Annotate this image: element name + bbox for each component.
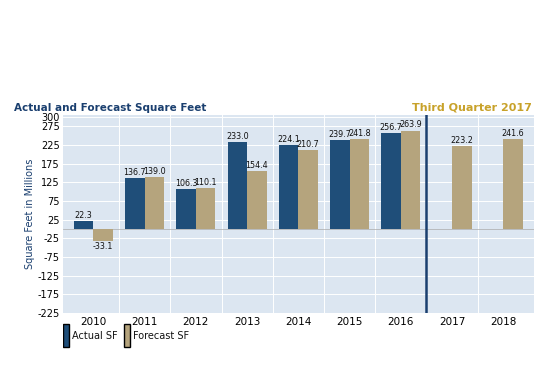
Text: 239.7: 239.7 [329,130,352,138]
Bar [125,178,144,229]
Text: 136.7: 136.7 [124,168,146,177]
Bar [382,133,401,229]
Text: U.S. Markets, Annual Net Absorption: U.S. Markets, Annual Net Absorption [14,69,241,82]
Bar [93,229,113,241]
Bar [350,139,369,229]
Text: 256.7: 256.7 [380,123,403,132]
Text: 110.1: 110.1 [195,178,217,187]
Bar [279,145,299,229]
Bar [299,150,318,229]
Bar [401,131,420,229]
Text: Third Quarter 2017: Third Quarter 2017 [411,103,531,113]
Bar [74,221,93,229]
Bar [247,171,267,229]
Bar [196,188,215,229]
Text: 263.9: 263.9 [399,120,422,130]
FancyBboxPatch shape [63,324,69,347]
Bar [452,146,471,229]
Text: Actual and Forecast Square Feet: Actual and Forecast Square Feet [14,103,206,113]
Bar [228,142,247,229]
Bar [177,189,196,229]
Text: 241.8: 241.8 [348,129,371,138]
Text: 224.1: 224.1 [277,135,300,144]
Text: -33.1: -33.1 [93,243,113,251]
Text: 22.3: 22.3 [75,210,93,220]
Text: 154.4: 154.4 [246,161,268,170]
Text: 139.0: 139.0 [143,167,166,176]
FancyBboxPatch shape [124,324,130,347]
Bar [330,140,350,229]
Text: TABLE 2: TABLE 2 [14,7,49,16]
Bar [504,139,523,229]
Text: 233.0: 233.0 [226,132,249,141]
Text: 106.3: 106.3 [175,179,197,188]
Text: Forecast SF: Forecast SF [134,331,190,341]
Y-axis label: Square Feet in Millions: Square Feet in Millions [25,159,35,269]
Text: Actual SF: Actual SF [72,331,118,341]
Text: 210.7: 210.7 [296,140,319,149]
Bar [144,177,164,229]
Text: 223.2: 223.2 [450,136,473,145]
Text: The NAIOP Industrial Space Demand Forecast: The NAIOP Industrial Space Demand Foreca… [14,28,461,46]
Text: 241.6: 241.6 [502,129,524,138]
